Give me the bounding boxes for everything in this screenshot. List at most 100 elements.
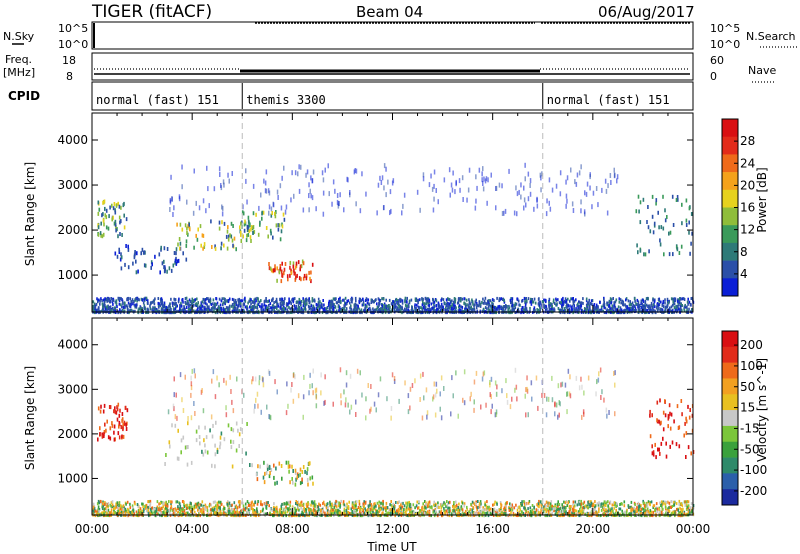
heatmap-cell <box>289 265 291 270</box>
heatmap-cell <box>434 507 437 511</box>
heatmap-cell <box>144 263 147 268</box>
scatter-cell <box>613 167 615 173</box>
heatmap-cell <box>600 305 603 309</box>
heatmap-cell <box>684 303 686 307</box>
heatmap-cell <box>289 307 291 311</box>
heatmap-cell <box>420 306 422 310</box>
heatmap-cell <box>249 305 251 309</box>
nave-tick-top: 60 <box>710 54 724 67</box>
heatmap-cell <box>580 514 582 518</box>
heatmap-cell <box>247 232 250 237</box>
heatmap-cell <box>292 261 295 266</box>
heatmap-cell <box>302 261 305 266</box>
heatmap-cell <box>670 297 673 301</box>
scatter-cell <box>336 199 339 205</box>
heatmap-cell <box>374 308 377 312</box>
scatter-cell <box>258 205 260 211</box>
scatter-cell <box>574 179 576 185</box>
heatmap-cell <box>352 514 355 518</box>
heatmap-cell <box>521 299 523 303</box>
heatmap-cell <box>603 503 605 507</box>
scatter-cell <box>223 377 225 383</box>
heatmap-cell <box>234 306 237 310</box>
heatmap-cell <box>427 309 430 313</box>
heatmap-cell <box>155 308 158 311</box>
heatmap-cell <box>309 276 311 281</box>
scatter-cell <box>385 192 387 198</box>
heatmap-cell <box>174 258 177 263</box>
heatmap-cell <box>209 301 212 305</box>
heatmap-cell <box>129 304 132 308</box>
heatmap-cell <box>491 298 494 302</box>
heatmap-cell <box>198 311 201 315</box>
heatmap-cell <box>544 304 547 308</box>
nsearch-label: N.Search <box>746 30 796 43</box>
heatmap-cell <box>189 303 192 307</box>
heatmap-cell <box>562 303 564 307</box>
heatmap-cell <box>99 302 101 306</box>
heatmap-cell <box>537 508 539 512</box>
scatter-cell <box>320 390 322 396</box>
scatter-cell <box>475 198 477 204</box>
heatmap-cell <box>120 510 123 514</box>
heatmap-cell <box>343 511 346 515</box>
heatmap-cell <box>515 302 518 306</box>
heatmap-cell <box>160 297 163 301</box>
scatter-cell <box>606 413 608 419</box>
heatmap-cell <box>640 302 642 305</box>
heatmap-cell <box>475 306 478 310</box>
heatmap-cell <box>593 303 596 306</box>
heatmap-cell <box>568 308 570 312</box>
heatmap-cell <box>233 236 236 241</box>
heatmap-cell <box>482 297 484 301</box>
heatmap-cell <box>669 309 672 313</box>
heatmap-cell <box>654 305 656 309</box>
heatmap-cell <box>524 307 527 311</box>
heatmap-cell <box>271 211 273 215</box>
heatmap-cell <box>244 305 247 309</box>
heatmap-cell <box>96 502 99 506</box>
scatter-cell <box>546 396 548 402</box>
heatmap-cell <box>200 301 203 305</box>
heatmap-cell <box>237 500 240 504</box>
heatmap-cell <box>454 297 457 301</box>
heatmap-cell <box>622 300 625 304</box>
heatmap-cell <box>158 502 160 506</box>
heatmap-cell <box>321 303 323 307</box>
heatmap-cell <box>414 297 417 301</box>
heatmap-cell <box>652 309 654 313</box>
heatmap-cell <box>232 224 234 228</box>
heatmap-cell <box>253 300 255 304</box>
scatter-cell <box>535 375 538 381</box>
heatmap-cell <box>507 308 510 312</box>
scatter-cell <box>210 414 213 420</box>
heatmap-cell <box>292 300 295 304</box>
heatmap-cell <box>661 502 664 506</box>
heatmap-cell <box>680 297 682 301</box>
heatmap-cell <box>150 265 152 270</box>
heatmap-cell <box>379 504 382 508</box>
heatmap-cell <box>525 297 527 300</box>
heatmap-cell <box>252 512 255 516</box>
heatmap-cell <box>564 307 566 311</box>
heatmap-cell <box>573 512 576 515</box>
heatmap-cell <box>227 234 230 239</box>
heatmap-cell <box>399 297 401 301</box>
heatmap-cell <box>415 307 417 310</box>
heatmap-cell <box>261 303 263 307</box>
heatmap-cell <box>397 501 399 505</box>
scatter-cell <box>473 407 475 413</box>
heatmap-cell <box>585 303 588 307</box>
heatmap-cell <box>163 265 165 270</box>
heatmap-cell <box>153 510 156 514</box>
heatmap-cell <box>655 201 657 206</box>
heatmap-cell <box>472 302 474 306</box>
heatmap-cell <box>273 301 275 304</box>
heatmap-cell <box>488 508 491 512</box>
heatmap-cell <box>381 297 383 301</box>
scatter-cell <box>390 406 393 411</box>
heatmap-cell <box>175 251 177 256</box>
heatmap-cell <box>181 500 184 503</box>
heatmap-cell <box>299 514 302 518</box>
heatmap-cell <box>234 510 237 514</box>
